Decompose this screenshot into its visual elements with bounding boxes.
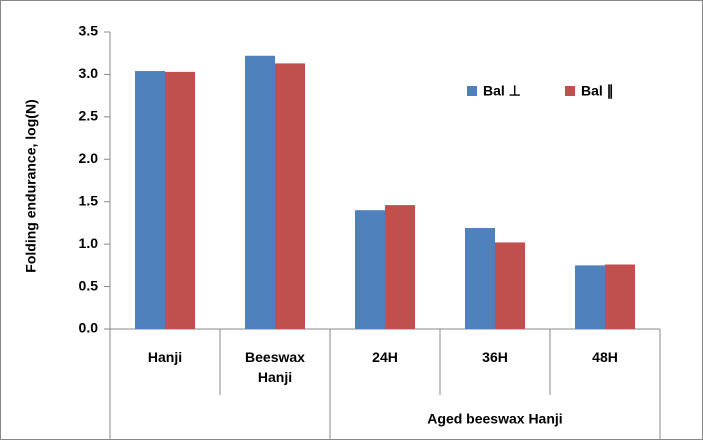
y-tick-label: 0.5 xyxy=(79,277,99,293)
legend-swatch xyxy=(565,86,575,96)
y-tick-label: 2.5 xyxy=(79,108,99,124)
y-axis-label: Folding endurance, log(N) xyxy=(23,99,39,272)
y-tick-label: 3.0 xyxy=(79,65,99,81)
bar xyxy=(605,264,635,329)
legend-label: Bal ∥ xyxy=(581,83,614,100)
bar xyxy=(385,205,415,329)
y-tick-label: 1.0 xyxy=(79,235,99,251)
x-tick-label: 24H xyxy=(372,349,398,365)
y-tick-label: 2.0 xyxy=(79,150,99,166)
bar xyxy=(495,242,525,329)
legend-label: Bal ⊥ xyxy=(483,83,521,99)
y-tick-label: 1.5 xyxy=(79,192,99,208)
y-tick-label: 3.5 xyxy=(79,23,99,39)
bar xyxy=(245,55,275,329)
legend-swatch xyxy=(467,86,477,96)
x-tick-label: 36H xyxy=(482,349,508,365)
group-label: Aged beeswax Hanji xyxy=(427,411,562,427)
x-tick-label: Hanji xyxy=(147,349,183,365)
x-tick-label: 48H xyxy=(592,349,618,365)
y-tick-label: 0.0 xyxy=(79,320,99,336)
x-tick-label: Beeswax Hanji xyxy=(245,349,305,385)
bar xyxy=(575,265,605,329)
bar xyxy=(275,63,305,329)
bar xyxy=(165,71,195,329)
bar xyxy=(135,71,165,329)
bar xyxy=(355,210,385,329)
bar xyxy=(465,228,495,329)
